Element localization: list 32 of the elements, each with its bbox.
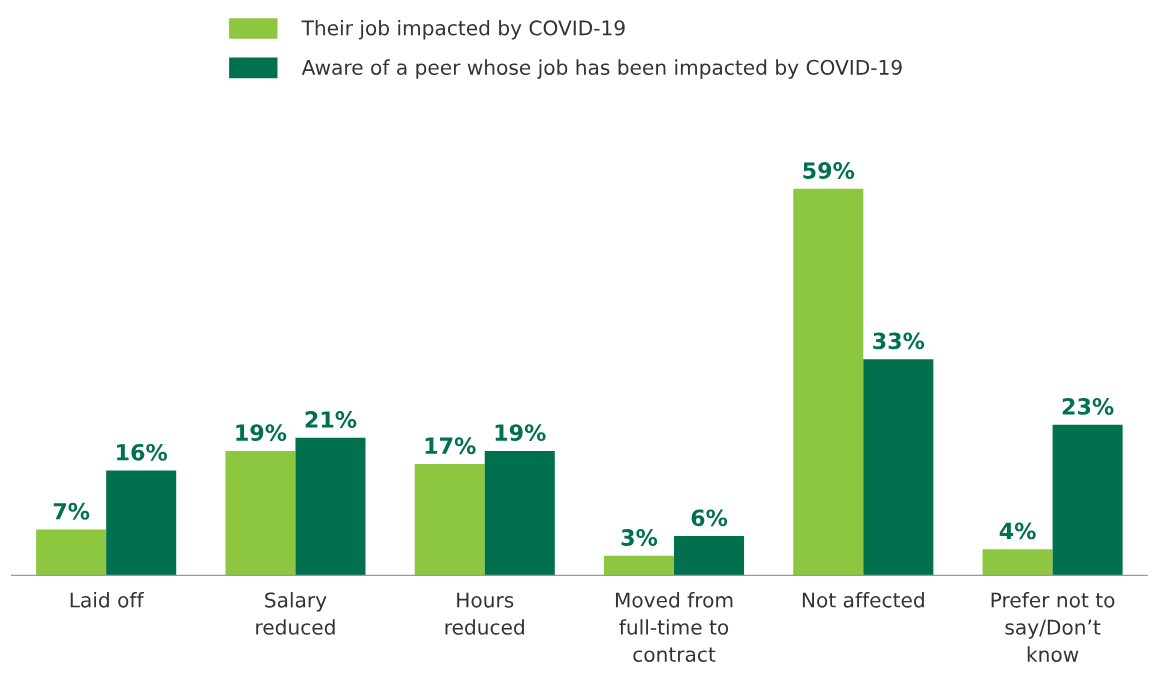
data-label: 21% <box>305 411 357 428</box>
bar <box>603 555 675 576</box>
data-label: 23% <box>1062 398 1114 415</box>
data-label: 4% <box>999 522 1036 540</box>
data-label: 19% <box>236 424 287 442</box>
bar <box>414 463 485 576</box>
x-tick-label: Salary reduced <box>256 592 335 635</box>
bar <box>295 437 366 576</box>
bar <box>982 549 1053 576</box>
data-label: 16% <box>117 443 168 461</box>
data-label: 19% <box>495 424 546 442</box>
data-label: 33% <box>873 332 925 350</box>
x-tick-label: Prefer not to say/Don’t know <box>991 592 1115 662</box>
bar <box>36 529 107 576</box>
bar <box>674 536 745 576</box>
bar <box>863 359 934 576</box>
bar <box>106 470 177 576</box>
data-label: 17% <box>425 437 476 455</box>
x-tick-label: Not affected <box>802 592 924 608</box>
data-label: 3% <box>621 529 658 546</box>
legend-label: Aware of a peer whose job has been impacted by COVID-19 <box>301 59 902 79</box>
bar <box>1052 424 1123 576</box>
data-label: 6% <box>691 509 728 527</box>
data-label: 7% <box>53 502 90 520</box>
bar <box>225 450 296 576</box>
bar <box>793 188 864 576</box>
x-tick-label: Laid off <box>70 592 144 608</box>
x-tick-label: Hours reduced <box>445 592 524 635</box>
data-label: 59% <box>803 162 855 179</box>
x-tick-label: Moved from full-time to contract <box>615 592 733 662</box>
legend-label: Their job impacted by COVID-19 <box>301 19 625 40</box>
bar <box>484 450 555 576</box>
